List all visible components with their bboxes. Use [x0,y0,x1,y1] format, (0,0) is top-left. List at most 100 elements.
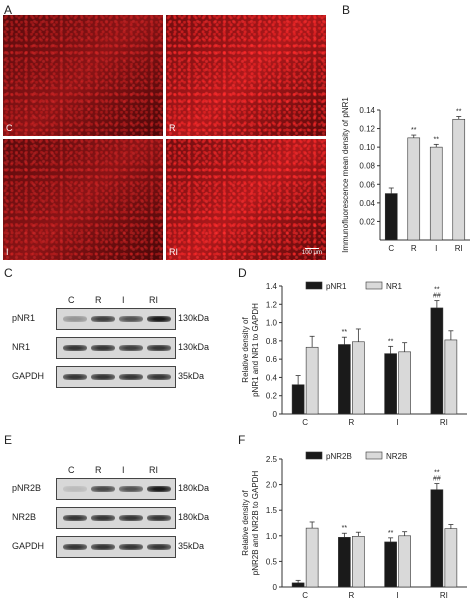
blot-band [119,316,143,322]
bar [407,137,421,241]
chart-d: 0 0.2 0.4 0.6 0.8 1.0 1.2 1.4 Relative density o… [241,281,467,427]
blot-band [147,316,171,322]
blot-strip [56,478,176,500]
blot-strip [56,507,176,529]
blot-band [147,515,171,521]
blot-band [119,374,143,380]
blot-band [147,374,171,380]
y-tick-label: 1.2 [266,300,278,309]
bar [352,341,365,415]
y-tick-label: 0.06 [359,180,375,189]
bar [305,527,319,588]
significance-mark: ** [434,470,440,477]
micrograph-i: I [3,139,163,260]
blot-mw-label: 180kDa [178,483,210,493]
y-tick-label: 1.0 [266,532,278,541]
legend-label: NR1 [386,282,403,291]
y-axis-label: Relative density of [241,317,250,383]
blot-strip [56,308,176,330]
significance-mark: ** [434,136,440,143]
lane-label-i: I [122,295,125,305]
y-axis-label: pNR1 and NR1 to GAPDH [251,303,260,397]
x-tick-label: RI [455,244,463,253]
scale-bar: 100 μm [302,248,322,256]
lane-label-ri: RI [149,295,158,305]
y-tick-label: 0.6 [266,355,278,364]
significance-mark: ** [388,338,394,345]
x-tick-label: C [388,244,394,253]
blot-band [119,544,143,550]
legend-label: pNR1 [326,282,347,291]
bar [444,528,458,588]
micrograph-ri: RI 100 μm [166,139,326,260]
x-tick-label: RI [440,591,448,600]
significance-mark: ** [388,530,394,537]
y-tick-label: 1.5 [266,506,278,515]
bar [398,535,411,588]
lane-label-c: C [68,295,75,305]
x-tick-label: R [348,418,354,427]
bar [384,193,398,241]
blot-band [63,544,87,550]
legend-swatch [305,281,323,290]
blot-row-label: pNR2B [12,483,42,493]
x-tick-label: I [397,418,399,427]
micrograph-r: R [166,15,326,136]
bar [384,541,397,588]
significance-mark: ** [342,329,348,336]
lane-label-r: R [95,465,102,475]
y-tick-label: 0.10 [359,143,375,152]
x-tick-label: R [411,244,417,253]
lane-label-c: C [68,465,75,475]
blot-row-label: NR2B [12,512,37,522]
blot-band [63,316,87,322]
y-tick-label: 1.0 [266,319,278,328]
scale-bar-label: 100 μm [301,250,322,256]
blot-band [91,345,115,351]
bar [384,353,397,415]
panel-letter-b: B [342,3,351,17]
blot-mw-label: 130kDa [178,342,210,352]
y-axis-label: Relative density of [241,490,250,556]
lane-label-ri: RI [149,465,158,475]
panel-letter-e: E [4,433,13,447]
micrograph-label: R [169,123,176,133]
x-tick-label: I [397,591,399,600]
bar [338,344,351,415]
y-tick-label: 0 [273,583,278,592]
y-tick-label: 1.4 [266,282,278,291]
blot-band [63,345,87,351]
bar [444,339,458,415]
blot-band [91,544,115,550]
bar [291,582,305,588]
y-tick-label: 0.02 [359,217,375,226]
panel-letter-c: C [4,266,13,280]
blot-mw-label: 35kDa [178,371,205,381]
bar [338,537,351,588]
x-tick-label: R [348,591,354,600]
micrograph-c: C [3,15,163,136]
blot-row-label: GAPDH [12,371,45,381]
legend-label: NR2B [386,452,407,461]
legend-label: pNR2B [326,452,352,461]
legend-swatch [305,451,323,460]
blot-mw-label: 35kDa [178,541,205,551]
blot-band [119,345,143,351]
bar [291,384,305,415]
bar [452,118,466,241]
blot-row-label: NR1 [12,342,31,352]
panel-letter-d: D [238,266,247,280]
significance-mark: ** [411,127,417,134]
bar [429,146,443,241]
blot-band [119,515,143,521]
blot-strip [56,536,176,558]
x-tick-label: C [302,418,308,427]
y-tick-label: 0.5 [266,557,278,566]
blot-band [147,544,171,550]
micrograph-label: C [6,123,13,133]
x-tick-label: RI [440,418,448,427]
blot-band [63,486,87,492]
blot-mw-label: 180kDa [178,512,210,522]
bar [352,536,365,588]
bar [430,489,444,588]
